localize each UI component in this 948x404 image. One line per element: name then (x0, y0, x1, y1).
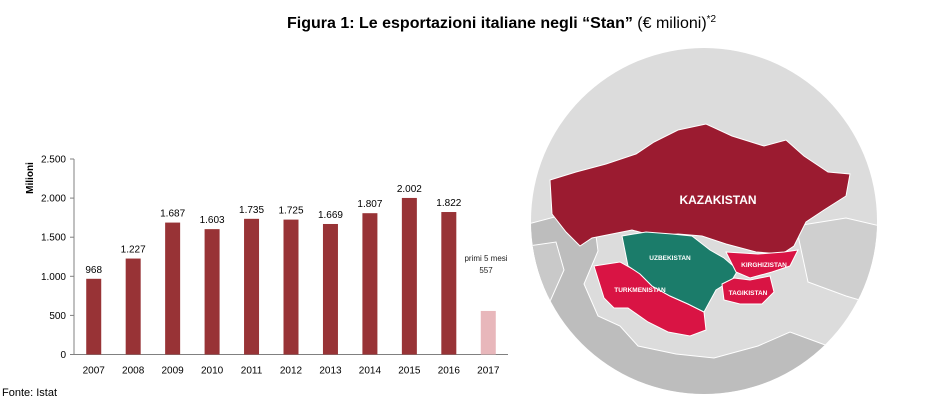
x-tick-label-2008: 2008 (122, 366, 145, 377)
bar-2007 (86, 278, 102, 355)
x-tick-label-2010: 2010 (201, 366, 224, 377)
y-ticks: 0 500 1.000 1.500 2.000 2.500 (41, 155, 74, 361)
bar-2015 (401, 197, 417, 355)
value-label-2014: 1.807 (357, 199, 382, 210)
annotation-line2: 557 (479, 266, 493, 275)
figure-title-unit: (€ milioni) (637, 15, 707, 32)
value-label-2012: 1.725 (278, 206, 303, 217)
surrounding-land-east (795, 217, 877, 307)
y-tick-label: 2.500 (41, 155, 66, 166)
bar-2010 (204, 229, 220, 355)
x-tick-label-2016: 2016 (438, 366, 461, 377)
value-label-2008: 1.227 (121, 245, 146, 256)
figure-title-main: Figura 1: Le esportazioni italiane negli… (287, 15, 633, 32)
label-uzbekistan: UZBEKISTAN (649, 255, 691, 262)
bar-2016 (441, 212, 457, 355)
label-kirghizistan: KIRGHIZISTAN (741, 262, 787, 269)
figure-title-footnote: *2 (706, 14, 717, 25)
y-axis-label: Milioni (25, 162, 36, 194)
x-tick-labels: 2007 2008 2009 2010 2011 2012 2013 2014 2015 2016… (83, 366, 500, 377)
annotation: primi 5 mesi 557 (464, 254, 507, 275)
bar-2009 (165, 222, 181, 355)
y-tick-label: 2.000 (41, 194, 66, 205)
annotation-line1: primi 5 mesi (464, 254, 507, 263)
bar-2014 (362, 213, 378, 355)
tagikistan-shape (721, 275, 775, 305)
surrounding-land (531, 213, 877, 394)
bar-2013 (322, 223, 338, 355)
value-label-2011: 1.735 (239, 205, 264, 216)
y-tick-label: 1.000 (41, 272, 66, 283)
value-label-2010: 1.603 (200, 215, 225, 226)
figure-title: Figura 1: Le esportazioni italiane negli… (287, 14, 716, 33)
y-tick-label: 500 (49, 311, 66, 322)
bar-2012 (283, 219, 299, 355)
bar-2017 (480, 310, 496, 355)
value-label-2013: 1.669 (318, 210, 343, 221)
x-tick-label-2009: 2009 (162, 366, 185, 377)
value-label-2016: 1.822 (436, 198, 461, 209)
value-label-2007: 968 (85, 265, 102, 276)
x-tick-label-2013: 2013 (319, 366, 342, 377)
label-kazakistan: KAZAKISTAN (679, 193, 756, 207)
y-tick-label: 0 (60, 350, 66, 361)
bar-2008 (125, 258, 141, 355)
x-tick-label-2017: 2017 (477, 366, 500, 377)
value-label-2009: 1.687 (160, 209, 185, 220)
y-tick-label: 1.500 (41, 233, 66, 244)
value-label-2015: 2.002 (397, 184, 422, 195)
x-tick-label-2012: 2012 (280, 366, 303, 377)
x-tick-label-2015: 2015 (398, 366, 421, 377)
bar-2011 (244, 218, 260, 355)
label-tagikistan: TAGIKISTAN (729, 290, 768, 297)
bars (86, 197, 496, 355)
label-turkmenistan: TURKMENISTAN (614, 287, 666, 294)
source-note: Fonte: Istat (2, 387, 58, 399)
kirghizistan-shape (725, 249, 799, 279)
bar-chart: Milioni 0 500 1.000 1.500 2.000 2.500 968 1.22… (25, 155, 508, 377)
kazakistan-shape (549, 123, 851, 255)
x-tick-label-2007: 2007 (83, 366, 106, 377)
central-asia-map: KAZAKISTAN UZBEKISTAN KIRGHIZISTAN TURKM… (531, 48, 877, 394)
value-labels: 968 1.227 1.687 1.603 1.735 1.725 1.669 1.807 2.… (85, 184, 461, 276)
x-tick-label-2014: 2014 (359, 366, 382, 377)
x-tick-label-2011: 2011 (241, 366, 263, 377)
